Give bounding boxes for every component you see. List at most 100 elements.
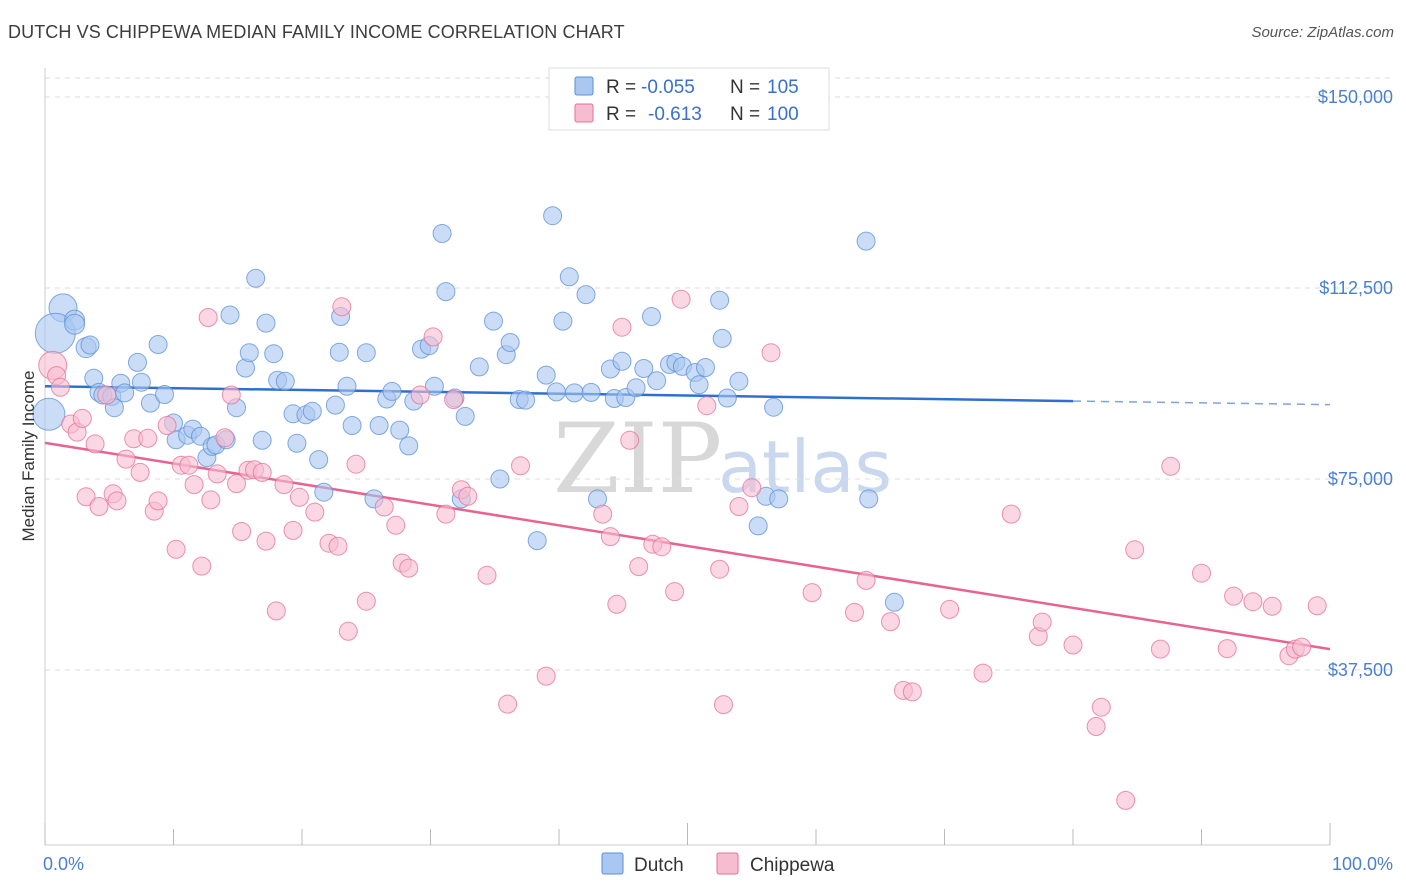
dutch-point	[325, 395, 345, 415]
dutch-point	[856, 231, 876, 251]
legend-frame	[548, 67, 830, 131]
y-tick-label: $75,000	[1328, 469, 1393, 489]
chart-title: DUTCH VS CHIPPEWA MEDIAN FAMILY INCOME C…	[8, 22, 625, 42]
chippewa-point	[338, 621, 358, 641]
bottom-legend-swatch-chippewa	[716, 852, 739, 875]
chippewa-point	[76, 487, 96, 507]
chippewa-point	[612, 317, 632, 337]
dutch-point	[80, 335, 100, 355]
chippewa-point	[607, 594, 627, 614]
x-tick-right: 100.0%	[1332, 854, 1393, 874]
chippewa-point	[511, 456, 530, 476]
axes	[44, 68, 1331, 846]
dutch-point	[252, 430, 272, 450]
chippewa-point	[386, 515, 406, 535]
chippewa-point	[89, 497, 109, 516]
chippewa-point	[97, 385, 117, 405]
dutch-point	[634, 359, 654, 378]
y-tick-labels: $37,500 $75,000 $112,500 $150,000	[1318, 87, 1393, 680]
legend-swatch-chippewa	[574, 103, 594, 123]
dutch-point	[581, 382, 601, 402]
x-tick-left: 0.0%	[43, 854, 84, 874]
dutch-point	[689, 375, 709, 395]
chippewa-point	[399, 558, 419, 578]
chippewa-point	[652, 537, 672, 557]
dutch-point	[356, 343, 376, 363]
dutch-point	[32, 397, 66, 431]
chippewa-point	[856, 570, 876, 590]
dutch-point	[769, 489, 789, 509]
chippewa-point	[157, 416, 177, 435]
bottom-legend: Dutch Chippewa	[601, 852, 835, 876]
dutch-point	[155, 385, 174, 404]
chippewa-point	[1091, 697, 1111, 717]
dutch-point	[626, 378, 646, 398]
chippewa-point	[72, 408, 92, 428]
chippewa-point	[192, 556, 212, 576]
chippewa-point	[289, 487, 309, 507]
chippewa-point	[283, 520, 303, 540]
chippewa-point	[845, 602, 864, 622]
chippewa-point	[477, 565, 497, 585]
chippewa-point	[356, 591, 376, 611]
chippewa-point	[761, 343, 781, 363]
dutch-trend-extension	[1072, 400, 1331, 406]
chippewa-point	[536, 666, 556, 686]
bottom-legend-swatch-dutch	[601, 852, 624, 875]
dutch-point	[553, 311, 573, 331]
dutch-point	[469, 357, 489, 377]
dutch-point	[500, 333, 520, 352]
chippewa-point	[940, 599, 960, 619]
dutch-point	[576, 285, 596, 305]
chippewa-point	[85, 434, 105, 454]
dutch-point	[115, 383, 135, 403]
chippewa-point	[1243, 592, 1263, 612]
legend-r-label-chippewa: R =	[606, 104, 636, 125]
dutch-point	[309, 450, 329, 470]
dutch-point	[275, 371, 295, 391]
dutch-point	[884, 592, 904, 612]
chippewa-point	[902, 682, 922, 702]
dutch-point	[256, 313, 276, 333]
dutch-point	[64, 313, 86, 335]
y-tick-label: $37,500	[1328, 660, 1393, 680]
chippewa-point	[444, 390, 464, 409]
dutch-point	[128, 352, 147, 372]
chippewa-point	[742, 478, 762, 498]
dutch-point	[264, 344, 284, 364]
chippewa-point	[671, 289, 691, 309]
dutch-point	[484, 311, 503, 331]
legend-box: R = -0.055 N = 105 R = -0.613 N = 100	[548, 67, 830, 131]
chippewa-point	[1086, 717, 1106, 736]
dutch-point	[369, 416, 389, 435]
chippewa-point	[107, 491, 127, 511]
chippewa-point	[1125, 540, 1145, 560]
chippewa-point	[1001, 504, 1021, 524]
chippewa-point	[116, 449, 136, 469]
legend-n-value-chippewa: 100	[767, 104, 799, 125]
dutch-point	[148, 335, 168, 354]
chippewa-point	[227, 474, 246, 494]
chippewa-point	[973, 663, 993, 683]
bottom-legend-chippewa: Chippewa	[750, 855, 835, 876]
watermark: ZIP atlas	[553, 403, 892, 515]
chippewa-point	[423, 327, 443, 347]
chippewa-point	[710, 559, 730, 579]
chippewa-point	[1292, 637, 1312, 657]
chippewa-point	[697, 396, 717, 416]
dutch-point	[559, 267, 579, 287]
dutch-point	[546, 382, 566, 402]
dutch-point	[337, 376, 357, 396]
chippewa-point	[729, 497, 749, 516]
chippewa-point	[148, 491, 168, 511]
dutch-point	[246, 268, 266, 288]
dutch-point	[696, 358, 715, 377]
dutch-point	[748, 516, 768, 536]
dutch-point	[647, 371, 667, 391]
legend-r-value-dutch: -0.055	[641, 77, 695, 98]
dutch-point	[314, 482, 334, 502]
y-tick-label: $112,500	[1319, 278, 1393, 298]
chippewa-point	[1032, 612, 1052, 632]
dutch-point	[342, 416, 362, 435]
dutch-point	[239, 343, 259, 363]
